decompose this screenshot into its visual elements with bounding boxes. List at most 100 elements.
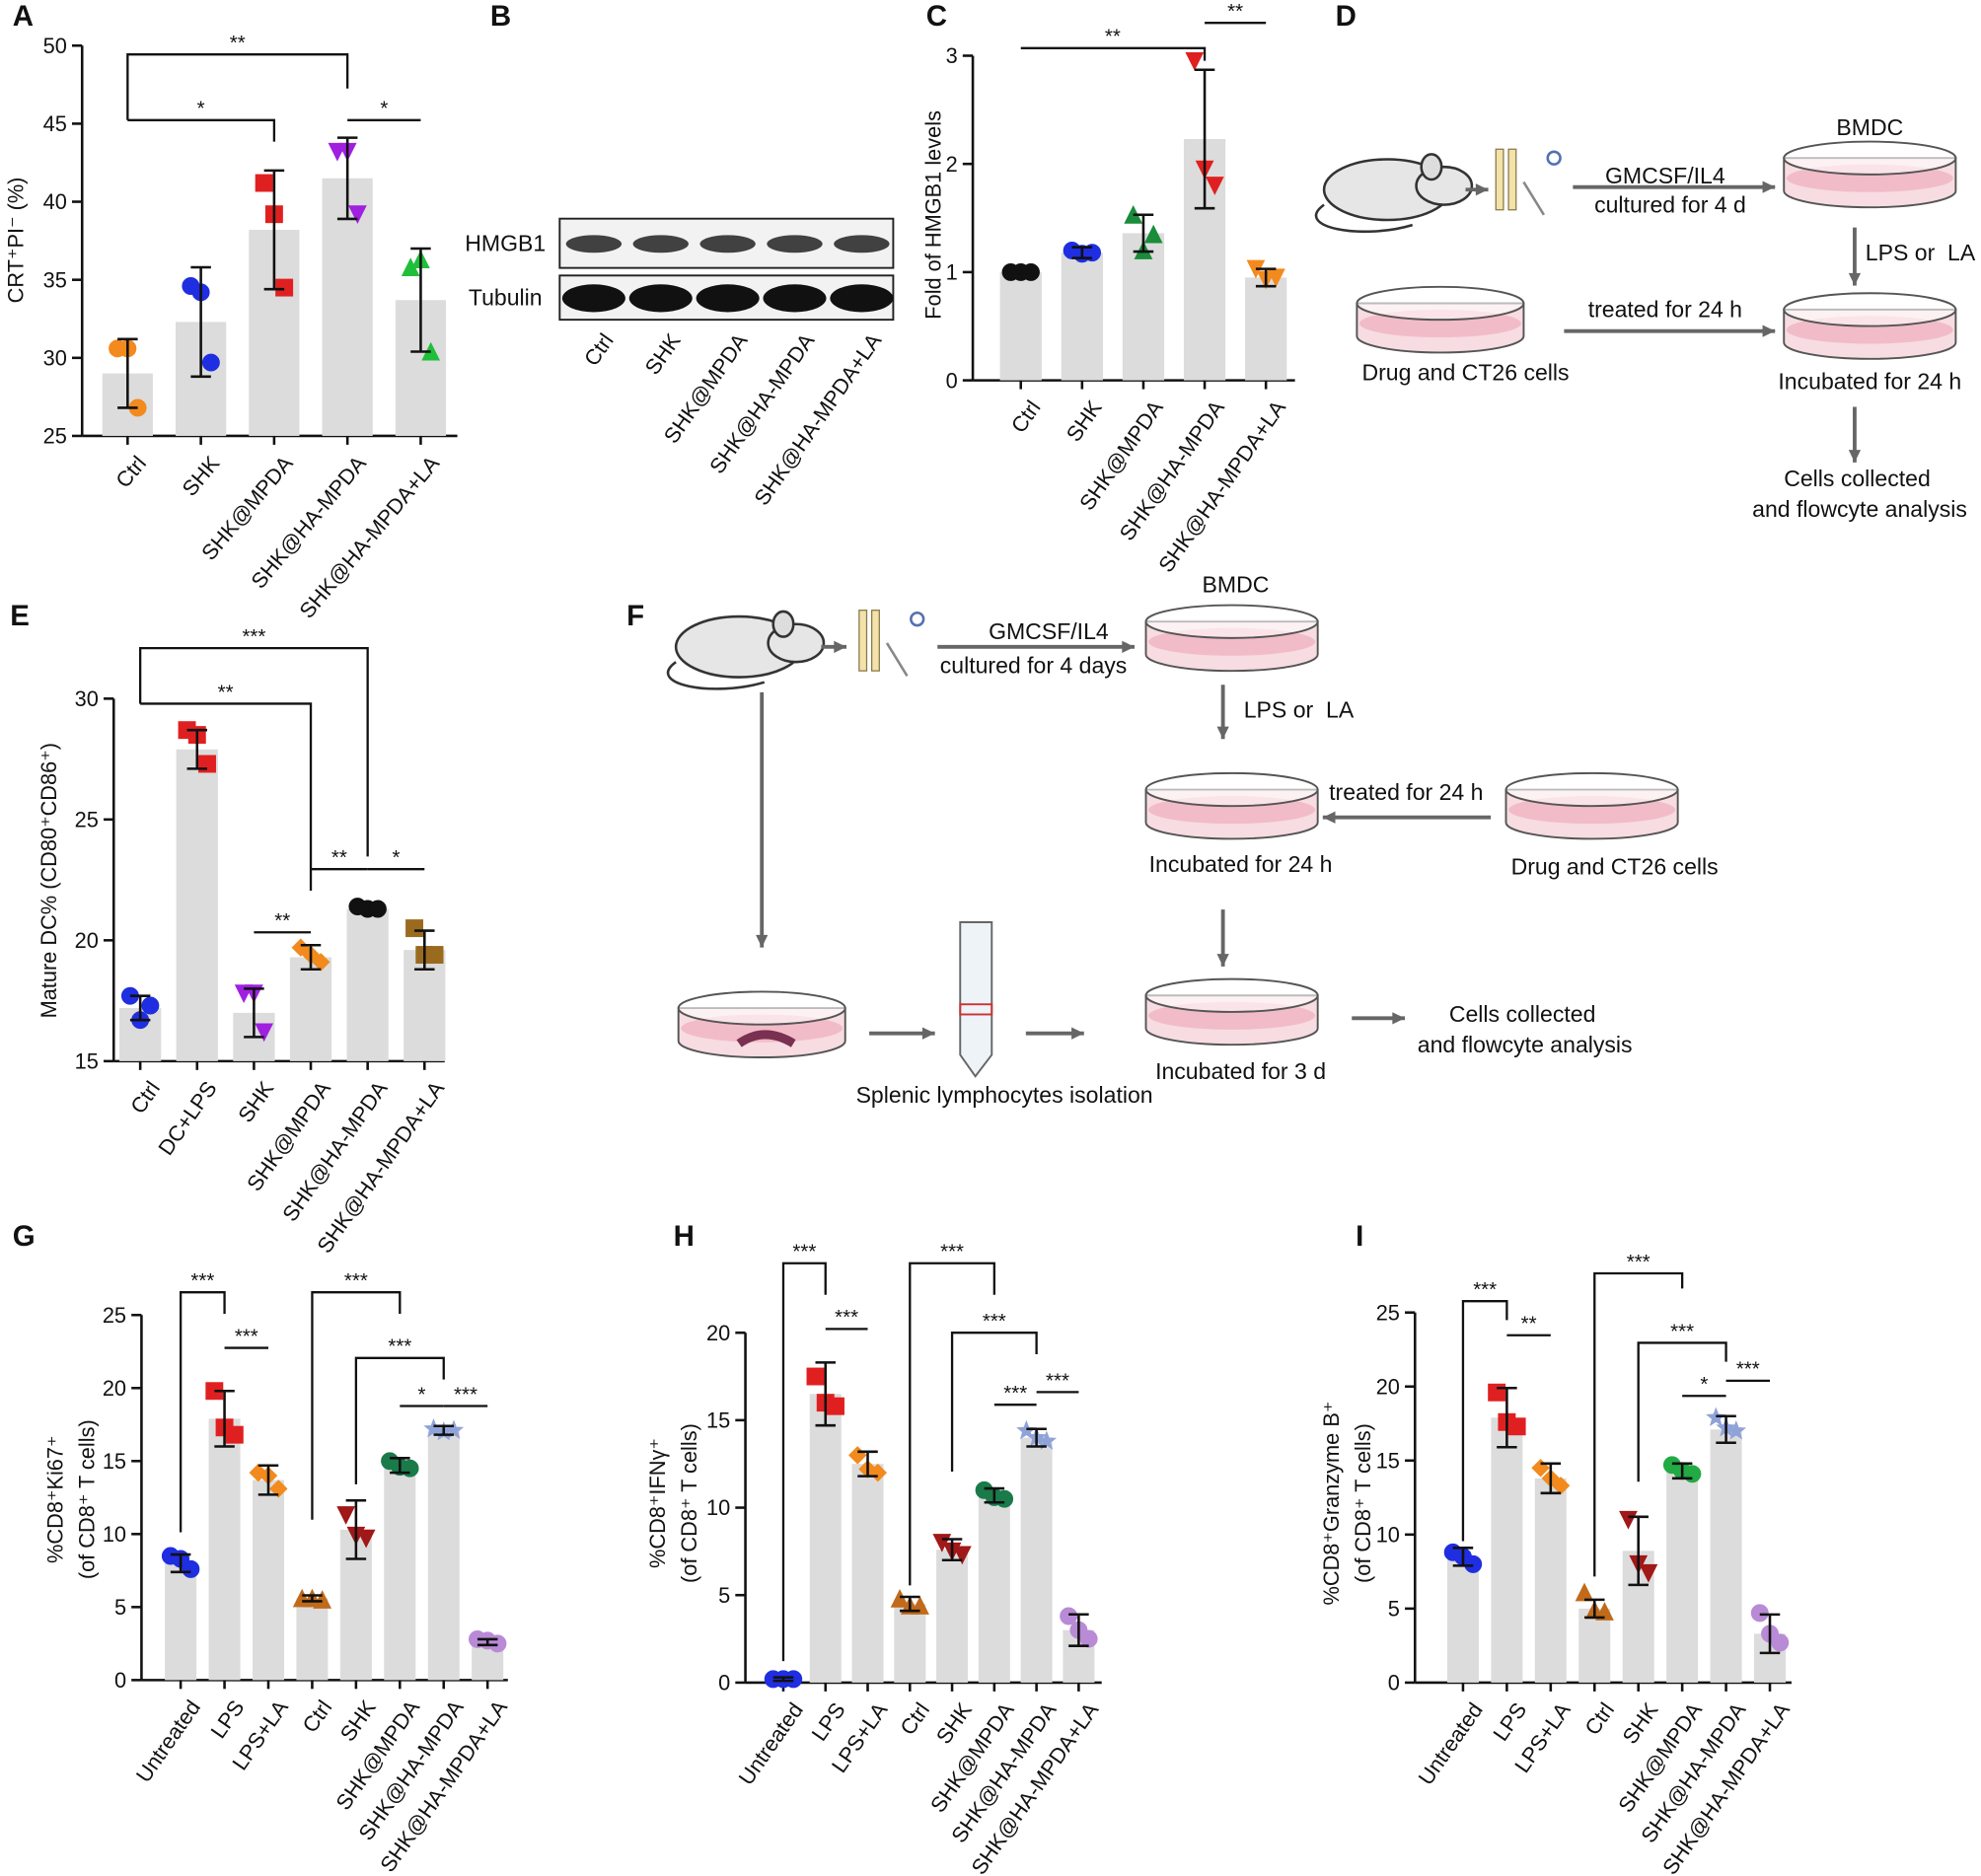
x-tick-label: Untreated (734, 1698, 808, 1790)
error-bar (129, 994, 151, 1022)
band (561, 284, 625, 313)
bar (1061, 253, 1103, 381)
y-tick-label: 10 (706, 1495, 730, 1520)
diagram-label: Cells collected (1784, 466, 1931, 491)
data-point (1185, 52, 1205, 71)
diagram-label: Incubated for 3 d (1155, 1058, 1326, 1084)
significance-bracket (138, 646, 369, 857)
significance-bracket (127, 118, 276, 142)
panel-label: H (674, 1220, 695, 1253)
significance-label: ** (331, 846, 347, 869)
bone (1495, 148, 1504, 211)
significance-label: * (418, 1383, 426, 1406)
error-bar (1452, 1547, 1474, 1567)
significance-label: *** (235, 1325, 258, 1347)
data-point (1036, 1430, 1058, 1450)
diagram-label: LPS or LA (1244, 697, 1355, 723)
significance-label: ** (274, 909, 290, 932)
arrow-head (834, 640, 847, 653)
y-tick-label: 15 (75, 1049, 99, 1074)
tube (959, 921, 993, 1078)
x-tick-label: DC+LPS (153, 1076, 221, 1159)
data-point (1750, 1604, 1769, 1623)
data-point (348, 205, 367, 224)
error-bar (410, 247, 431, 353)
error-bar (1716, 1414, 1736, 1445)
dish-rim (1783, 292, 1957, 327)
x-tick-label: LPS (1488, 1698, 1531, 1746)
significance-bracket (950, 1332, 1038, 1473)
x-tick-label: SHK (1062, 396, 1107, 446)
diagram-label: treated for 24 h (1329, 779, 1483, 805)
data-point (425, 946, 444, 965)
dish-rim (1144, 604, 1319, 639)
error-bar (186, 728, 208, 770)
error-bar (433, 1424, 454, 1436)
data-point (806, 1367, 825, 1386)
arrow-head (1848, 450, 1862, 463)
data-point (995, 1489, 1014, 1508)
arrow-head (756, 934, 769, 948)
bar (1534, 1478, 1567, 1683)
error-bar (1133, 213, 1154, 253)
needle (885, 642, 909, 677)
band (767, 235, 823, 253)
y-tick-label: 3 (946, 43, 958, 68)
significance-bracket (909, 1262, 995, 1586)
significance-label: *** (388, 1335, 411, 1358)
error-bar (1071, 246, 1093, 259)
significance-label: * (1700, 1373, 1708, 1396)
error-bar (1584, 1598, 1605, 1620)
dish-rim (1144, 977, 1319, 1013)
y-tick-label: 25 (75, 808, 99, 832)
significance-label: *** (190, 1269, 214, 1292)
band (763, 284, 827, 313)
data-point (182, 1559, 200, 1578)
data-point (1639, 1563, 1658, 1583)
error-bar (345, 1498, 367, 1560)
data-point (201, 353, 220, 372)
arrow-head (1848, 272, 1862, 286)
data-point (848, 1446, 867, 1465)
y-tick-label: 10 (1376, 1523, 1400, 1548)
bar (1710, 1429, 1742, 1683)
error-bar (815, 1361, 836, 1427)
arrow-head (1071, 1027, 1084, 1040)
y-tick-label: 25 (1376, 1300, 1400, 1325)
significance-label: *** (792, 1241, 816, 1263)
band-label: Tubulin (469, 284, 543, 310)
data-point (1575, 1582, 1594, 1602)
error-bar (1540, 1462, 1562, 1495)
spleen (736, 1030, 796, 1047)
diagram-label: Incubated for 24 h (1149, 851, 1333, 877)
error-bar (1255, 267, 1277, 288)
tube-layer (959, 1003, 993, 1016)
significance-label: ** (230, 32, 246, 54)
error-bar (300, 943, 322, 972)
error-bar (244, 987, 264, 1039)
data-point (1488, 1383, 1506, 1402)
diagram-label: and flowcyte analysis (1418, 1032, 1633, 1057)
diagram-label: treated for 24 h (1588, 297, 1742, 323)
data-point (255, 1023, 274, 1043)
dish-rim (1783, 140, 1957, 176)
mouse-tail (666, 661, 766, 690)
error-bar (214, 1389, 235, 1448)
error-bar (1497, 1386, 1517, 1449)
x-tick-label: Ctrl (297, 1696, 336, 1737)
dish-rim (677, 990, 846, 1026)
dish-rim (1504, 771, 1679, 808)
significance-label: *** (1473, 1278, 1497, 1301)
significance-label: *** (454, 1383, 477, 1406)
significance-label: *** (1670, 1320, 1694, 1342)
data-point (405, 919, 424, 938)
data-point (1083, 244, 1102, 262)
y-tick-label: 20 (103, 1376, 126, 1401)
error-bar (257, 1464, 279, 1496)
data-point (1771, 1633, 1790, 1652)
bar (208, 1418, 241, 1681)
data-point (1725, 1420, 1747, 1440)
y-tick-label: 15 (1376, 1448, 1400, 1473)
significance-label: ** (1227, 0, 1243, 23)
panel-label: C (926, 0, 947, 33)
